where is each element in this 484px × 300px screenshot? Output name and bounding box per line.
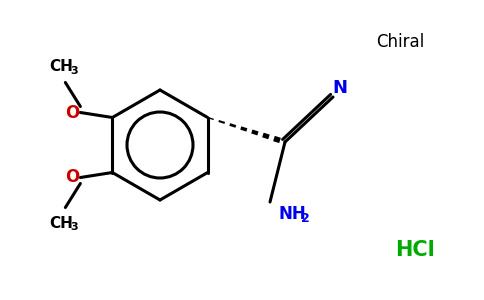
Text: 3: 3 [71,65,78,76]
Text: NH: NH [278,205,306,223]
Text: 3: 3 [71,223,78,232]
Text: CH: CH [49,216,73,231]
Text: O: O [65,103,79,122]
Text: Chiral: Chiral [376,33,424,51]
Text: CH: CH [49,59,73,74]
Text: 2: 2 [301,212,309,226]
Text: O: O [65,169,79,187]
Text: HCl: HCl [395,240,435,260]
Text: N: N [333,79,348,97]
